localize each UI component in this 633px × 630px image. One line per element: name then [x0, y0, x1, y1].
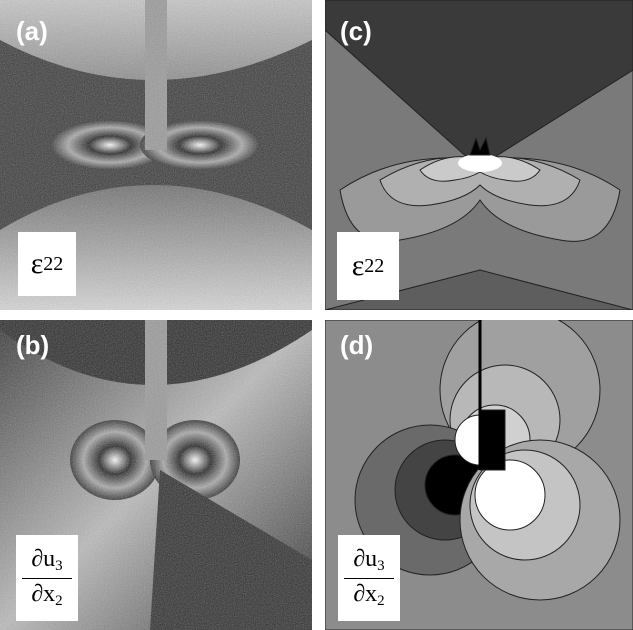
denominator-subscript: 2	[377, 593, 385, 609]
denominator: ∂x	[353, 581, 377, 607]
panel-label: (a)	[16, 16, 48, 47]
numerator-subscript: 3	[377, 558, 385, 574]
quantity-symbol: ε	[352, 249, 365, 283]
numerator: ∂u	[31, 546, 55, 572]
denominator-subscript: 2	[55, 593, 63, 609]
gutter	[0, 310, 633, 320]
fraction-bar	[344, 578, 394, 579]
figure: (a) (b) (c) (d) ε22 ε22 ∂u3 ∂x2 ∂u3 ∂x2	[0, 0, 633, 630]
numerator: ∂u	[353, 546, 377, 572]
quantity-subscript: 22	[364, 255, 384, 278]
panel-label: (c)	[340, 16, 372, 47]
quantity-subscript: 22	[43, 253, 63, 276]
numerator-subscript: 3	[55, 558, 63, 574]
denominator: ∂x	[31, 581, 55, 607]
quantity-box: ∂u3 ∂x2	[16, 535, 78, 621]
fraction-bar	[22, 578, 72, 579]
figure-art	[0, 0, 633, 630]
quantity-box: ∂u3 ∂x2	[338, 535, 400, 621]
panel-label: (d)	[340, 330, 373, 361]
quantity-symbol: ε	[31, 247, 44, 281]
panel-label: (b)	[16, 330, 49, 361]
